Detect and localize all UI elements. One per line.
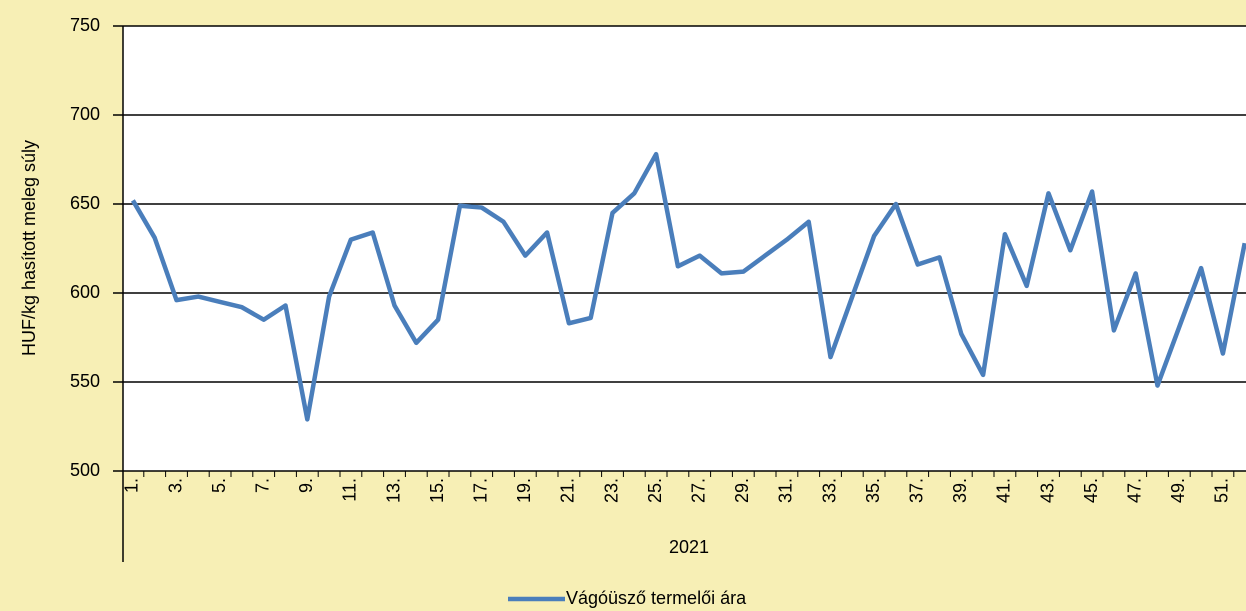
x-tick-label: 49. (1168, 478, 1188, 503)
data-line (130, 151, 1246, 422)
y-tick-label: 700 (70, 104, 100, 124)
y-tick-label: 650 (70, 193, 100, 213)
x-tick-label: 17. (470, 478, 490, 503)
x-tick-label: 31. (776, 478, 796, 503)
y-tick-label: 750 (70, 15, 100, 35)
x-tick-label: 47. (1124, 478, 1144, 503)
x-tick-label: 5. (209, 478, 229, 493)
y-tick-label: 600 (70, 282, 100, 302)
x-tick-label: 11. (340, 478, 360, 502)
x-tick-label: 37. (906, 478, 926, 503)
x-tick-label: 41. (994, 478, 1014, 503)
x-tick-label: 29. (732, 478, 752, 503)
x-tick-label: 7. (252, 478, 272, 493)
y-tick-label: 550 (70, 371, 100, 391)
x-tick-label: 39. (950, 478, 970, 503)
x-tick-label: 3. (165, 478, 185, 493)
x-tick-label: 25. (645, 478, 665, 503)
y-tick-label: 500 (70, 460, 100, 480)
x-tick-label: 27. (688, 478, 708, 503)
x-tick-label: 19. (514, 478, 534, 503)
x-tick-label: 43. (1037, 478, 1057, 503)
x-tick-label: 15. (427, 478, 447, 503)
x-tick-label: 51. (1212, 478, 1232, 503)
x-tick-label: 21. (558, 478, 578, 503)
x-tick-label: 1. (122, 478, 142, 493)
plot-area (123, 26, 1246, 471)
y-axis-label: HUF/kg hasított meleg súly (19, 140, 39, 356)
x-tick-label: 13. (383, 478, 403, 503)
x-tick-label: 33. (819, 478, 839, 503)
x-tick-label: 35. (863, 478, 883, 503)
x-tick-label: 45. (1081, 478, 1101, 503)
legend-label: Vágóüsző termelői ára (566, 588, 747, 608)
x-tick-label: 23. (601, 478, 621, 503)
x-axis-label: 2021 (669, 537, 709, 557)
x-tick-label: 9. (296, 478, 316, 493)
